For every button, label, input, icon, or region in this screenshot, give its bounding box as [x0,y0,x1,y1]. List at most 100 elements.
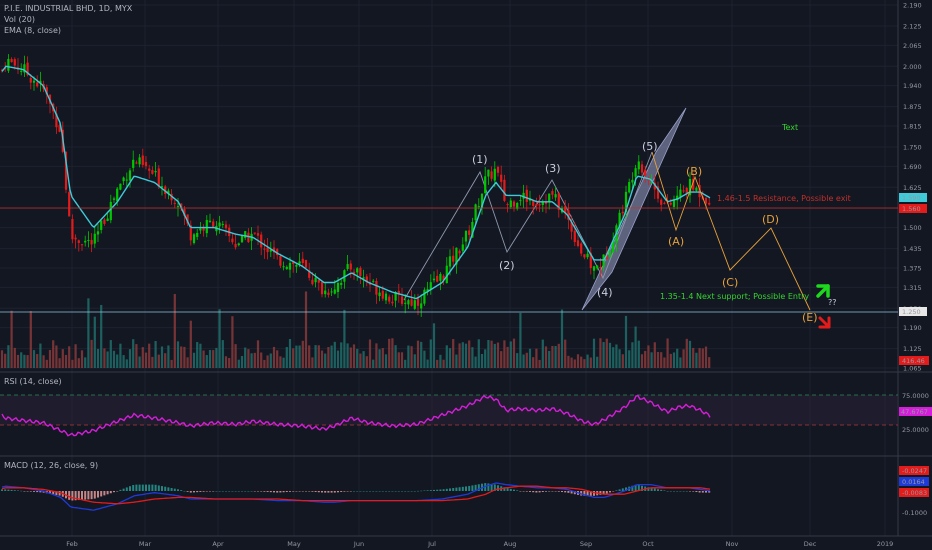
volume-bar [602,342,605,368]
price-tick-label: 1.690 [903,163,922,171]
candle-body [285,266,288,270]
candle-body [10,58,13,63]
time-tick-label: Jun [353,540,364,548]
volume-bar [240,355,244,368]
candle-body [256,233,260,236]
ema-legend[interactable]: EMA (8, close) [4,26,61,35]
volume-bar [461,342,464,368]
macd-histogram-bar [487,483,490,491]
macd-signal-line [1,485,711,505]
macd-histogram-bar [205,491,208,492]
candle-body [176,206,180,208]
text-placeholder[interactable]: Text [781,123,798,132]
volume-bar [176,341,180,368]
volume-bar [416,340,420,368]
candle-body [650,182,653,184]
volume-bar [77,358,80,368]
rsi-legend[interactable]: RSI (14, close) [4,377,62,386]
question-note[interactable]: ?? [828,298,837,307]
macd-histogram-bar [26,491,29,492]
volume-bar [586,354,589,368]
volume-bar [269,353,272,368]
macd-histogram-bar [410,491,413,492]
macd-histogram-bar [468,485,471,491]
candle-body [29,77,32,83]
candle-body [240,234,244,243]
candle-body [109,201,112,221]
elliott-impulse-lines[interactable] [403,151,653,301]
up-arrow-icon[interactable] [816,284,830,298]
volume-bar [10,310,13,368]
macd-legend[interactable]: MACD (12, 26, close, 9) [4,461,99,470]
down-arrow-icon[interactable] [818,316,831,329]
candle-body [416,298,420,306]
candle-body [372,280,375,282]
candle-body [557,192,560,210]
candle-body [477,206,480,208]
volume-bar [423,350,426,368]
volume-bar [615,344,618,368]
time-tick-label: Oct [642,540,654,548]
macd-histogram-bar [193,491,195,493]
volume-bar [132,339,135,368]
macd-histogram-bar [196,491,199,493]
macd-histogram-bar [103,491,106,496]
candle-body [576,240,580,247]
macd-histogram-bar [551,491,554,492]
volume-bar [352,344,356,368]
candle-body [653,182,656,190]
abcde-projection-lines[interactable] [651,151,811,311]
volume-bar [448,348,452,368]
resistance-note[interactable]: 1.46-1.5 Resistance, Possible exit [717,194,851,203]
macd-histogram-bar [388,491,391,492]
macd-histogram-bar [593,491,595,496]
macd-histogram-bar [36,491,39,493]
volume-bar [45,359,48,368]
volume-bar [375,343,378,368]
macd-histogram-bar [257,491,259,492]
volume-bar [676,348,679,368]
volume-bar [397,352,400,368]
candle-body [128,170,132,181]
macd-histogram-bar [186,491,189,492]
candle-body [138,157,141,165]
macd-histogram-bar [503,487,506,491]
volume-legend[interactable]: Vol (20) [4,15,35,24]
volume-bar [324,353,327,368]
candle-body [704,197,708,204]
macd-histogram-bar [199,491,202,492]
macd-histogram-bar [154,484,157,491]
candle-body [496,166,500,173]
rising-channel[interactable] [581,107,687,311]
macd-histogram-bar [138,484,141,491]
candle-body [68,192,71,217]
volume-bar [647,345,650,368]
price-axis[interactable]: 2.190 2.125 2.065 2.000 1.940 1.875 1.815 1.750… [903,2,922,373]
volume-bar [381,348,384,368]
candle-body [397,290,400,294]
volume-bar [688,340,692,368]
time-axis[interactable]: Feb Mar Apr May Jun Jul Aug Sep Oct Nov Dec 2019 [66,540,893,548]
volume-bar [183,346,186,368]
candle-body [468,230,471,235]
volume-bar [58,358,61,368]
candle-body [631,179,634,183]
macd-line [1,482,711,511]
symbol-legend[interactable]: P.I.E. INDUSTRIAL BHD, 1D, MYX [4,4,133,13]
macd-histogram-bar [532,491,535,493]
support-note[interactable]: 1.35-1.4 Next support; Possible Entry [660,292,809,301]
candle-body [458,250,461,254]
macd-histogram-bar [516,490,519,491]
volume-bar [221,340,224,368]
macd-histogram-bar [660,489,663,491]
volume-bar [90,339,93,368]
candle-body [672,199,676,207]
candle-body [167,190,170,194]
candle-body [538,203,541,206]
time-tick-label: Jul [427,540,436,548]
volume-bar [180,346,183,368]
macd-histogram-bar [509,488,512,491]
macd-histogram-bar [426,490,429,491]
candle-body [218,222,221,227]
volume-bar [666,338,669,368]
